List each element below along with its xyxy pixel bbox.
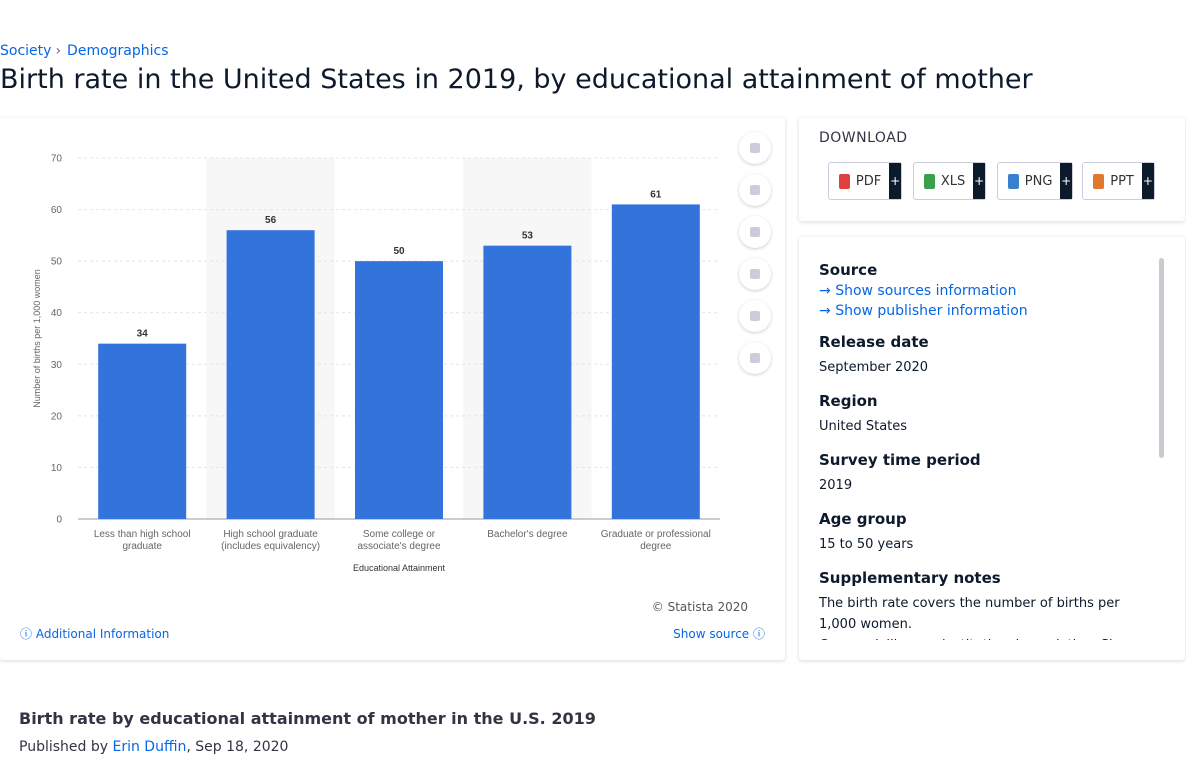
source-link[interactable]: → Show sources information xyxy=(819,283,1149,299)
source-link-text: Show sources information xyxy=(835,283,1017,299)
format-icon xyxy=(1093,173,1105,189)
download-button[interactable]: PDF + xyxy=(828,162,902,200)
y-tick-label: 40 xyxy=(51,308,63,319)
show-source-link[interactable]: Show source ⓘ xyxy=(673,627,765,641)
y-tick-label: 0 xyxy=(56,515,62,526)
share-button[interactable] xyxy=(739,258,771,290)
y-tick-label: 20 xyxy=(51,411,63,422)
favorite-button[interactable] xyxy=(739,132,771,164)
format-icon xyxy=(924,173,935,189)
detail-text: September 2020 xyxy=(819,360,929,375)
print-button[interactable] xyxy=(739,342,771,374)
detail-text: United States xyxy=(819,419,908,434)
bar xyxy=(483,245,572,519)
download-card: DOWNLOAD PDF + XLS + PNG + PPT + xyxy=(799,118,1185,221)
detail-label: Source xyxy=(819,261,878,279)
detail-text: The birth rate covers the number of birt… xyxy=(819,596,1120,632)
x-tick-label: Less than high school graduate xyxy=(93,529,191,552)
byline: Published by Erin Duffin, Sep 18, 2020 xyxy=(19,739,288,755)
alert-button[interactable] xyxy=(739,174,771,206)
author-link[interactable]: Erin Duffin xyxy=(112,739,187,755)
additional-info-link[interactable]: ⓘ Additional Information xyxy=(20,627,170,641)
detail-text: 2019 xyxy=(819,478,853,493)
bar xyxy=(226,230,315,519)
y-tick-label: 50 xyxy=(51,257,63,268)
chart-card: 0 10 20 30 40 50 60 70 Number of births per 1,00… xyxy=(0,118,785,660)
detail-label: Age group xyxy=(819,510,907,528)
detail-text: 15 to 50 years xyxy=(819,537,914,552)
x-tick-label: Some college or associate's degree xyxy=(357,529,441,552)
format-icon xyxy=(839,173,850,189)
breadcrumb-link[interactable]: Demographics xyxy=(67,43,169,59)
detail-value: September 2020 xyxy=(819,357,1149,378)
y-tick-label: 10 xyxy=(51,463,63,474)
breadcrumb-link[interactable]: Society xyxy=(0,43,52,59)
format-label: PNG xyxy=(1024,173,1053,189)
additional-info-text: Additional Information xyxy=(35,627,170,641)
x-tick-label: Graduate or professional degree xyxy=(600,529,711,552)
show-source-text: Show source xyxy=(673,627,750,641)
bar xyxy=(611,204,700,519)
y-axis-label: Number of births per 1,000 women xyxy=(32,269,42,408)
format-more: + xyxy=(1060,163,1072,199)
byline-date: , Sep 18, 2020 xyxy=(186,739,289,755)
x-tick-label: High school graduate (includes equivalen… xyxy=(221,529,321,552)
cite-button[interactable] xyxy=(739,300,771,332)
format-label: PDF xyxy=(855,173,882,189)
detail-value: 2019 xyxy=(819,475,1149,496)
format-more: + xyxy=(1141,163,1154,199)
detail-label: Survey time period xyxy=(819,451,981,469)
format-label: XLS xyxy=(940,173,966,189)
source-link-text: Show publisher information xyxy=(835,303,1028,319)
detail-label: Release date xyxy=(819,333,929,351)
detail-label: Region xyxy=(819,392,878,410)
data-label: 56 xyxy=(265,215,277,226)
detail-text: Covers civilian noninstitutional populat… xyxy=(819,635,1149,640)
download-title: DOWNLOAD xyxy=(819,130,908,146)
bar xyxy=(355,261,443,519)
format-more: + xyxy=(973,163,985,199)
detail-value: The birth rate covers the number of birt… xyxy=(819,593,1149,640)
data-label: 34 xyxy=(137,329,149,340)
x-tick-label: Bachelor's degree xyxy=(487,529,568,540)
page-title: Birth rate in the United States in 2019,… xyxy=(0,64,1033,95)
data-label: 61 xyxy=(650,189,662,200)
footer-title: Birth rate by educational attainment of … xyxy=(19,709,596,728)
arrow: → xyxy=(819,303,836,319)
download-button[interactable]: PNG + xyxy=(997,162,1073,200)
download-button[interactable]: PPT + xyxy=(1082,162,1155,200)
scrollbar[interactable] xyxy=(1159,258,1164,458)
data-label: 53 xyxy=(522,231,534,242)
details-card: Source → Show sources information → Show … xyxy=(799,237,1185,660)
source-link[interactable]: → Show publisher information xyxy=(819,303,1149,319)
detail-value: United States xyxy=(819,416,1149,437)
detail-value: 15 to 50 years xyxy=(819,534,1149,555)
format-label: PPT xyxy=(1110,173,1134,189)
bar xyxy=(98,343,187,519)
format-icon xyxy=(1008,173,1019,189)
y-tick-label: 70 xyxy=(51,154,63,165)
data-label: 50 xyxy=(393,246,405,257)
x-axis-label: Educational Attainment xyxy=(353,563,446,573)
y-tick-label: 60 xyxy=(51,205,63,216)
settings-button[interactable] xyxy=(739,216,771,248)
byline-prefix: Published by xyxy=(19,739,109,755)
detail-label: Supplementary notes xyxy=(819,569,1001,587)
credit: © Statista 2020 xyxy=(651,600,748,614)
format-more: + xyxy=(889,163,901,199)
details: Source → Show sources information → Show … xyxy=(819,255,1149,640)
download-button[interactable]: XLS + xyxy=(913,162,986,200)
breadcrumb: Society › Demographics xyxy=(0,43,169,59)
arrow: → xyxy=(819,283,836,299)
y-tick-label: 30 xyxy=(51,360,63,371)
chart: 0 10 20 30 40 50 60 70 Number of births per 1,00… xyxy=(32,154,720,573)
